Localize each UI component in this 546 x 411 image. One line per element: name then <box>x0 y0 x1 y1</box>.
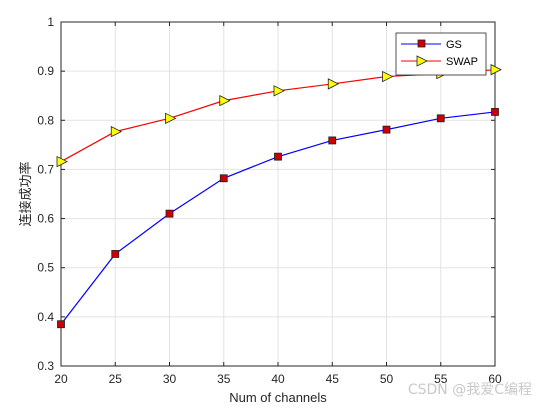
x-axis-ticks: 20 25 30 35 40 45 50 55 60 <box>54 22 502 386</box>
y-tick-label: 1 <box>47 15 54 29</box>
data-point-swap <box>382 70 394 83</box>
y-tick-label: 0.6 <box>37 212 54 226</box>
y-tick-label: 0.8 <box>37 113 54 127</box>
data-point-gs <box>165 209 174 218</box>
data-point-swap <box>56 155 68 168</box>
legend-label-gs: GS <box>446 39 462 51</box>
x-tick-label: 40 <box>271 372 285 386</box>
legend-marker-swap <box>416 55 428 67</box>
data-point-gs <box>382 125 391 134</box>
data-point-swap <box>273 85 285 97</box>
watermark: CSDN @我爱C编程 <box>407 382 532 398</box>
legend: GS SWAP <box>395 32 487 76</box>
x-axis-label: Num of channels <box>229 390 327 405</box>
data-point-gs <box>219 174 228 183</box>
x-tick-label: 35 <box>217 372 231 386</box>
y-tick-label: 0.9 <box>37 64 54 78</box>
x-tick-label: 20 <box>54 372 68 386</box>
x-tick-label: 30 <box>163 372 177 386</box>
legend-box <box>395 32 487 76</box>
data-point-gs <box>274 152 282 161</box>
data-point-swap <box>110 125 123 138</box>
data-point-gs <box>328 136 337 145</box>
data-point-swap <box>165 112 177 124</box>
data-point-gs <box>436 114 445 123</box>
y-tick-label: 0.4 <box>37 310 54 324</box>
x-tick-label: 55 <box>434 372 448 386</box>
legend-marker-gs <box>417 39 426 48</box>
data-point-gs <box>491 108 499 116</box>
legend-label-swap: SWAP <box>446 56 478 68</box>
y-tick-label: 0.3 <box>37 359 54 373</box>
data-point-swap <box>219 94 231 107</box>
x-tick-label: 50 <box>380 372 394 386</box>
x-tick-label: 60 <box>488 372 502 386</box>
y-axis-label: 连接成功率 <box>18 161 33 226</box>
y-tick-label: 0.7 <box>37 162 54 176</box>
y-tick-label: 0.5 <box>37 261 54 275</box>
x-tick-label: 45 <box>326 372 340 386</box>
data-point-swap <box>327 78 340 90</box>
x-tick-label: 25 <box>109 372 123 386</box>
data-point-gs <box>111 250 120 258</box>
y-axis-ticks: 0.3 0.4 0.5 0.6 0.7 0.8 0.9 1 <box>37 15 495 373</box>
data-point-gs <box>57 320 65 329</box>
data-point-swap <box>490 64 502 76</box>
